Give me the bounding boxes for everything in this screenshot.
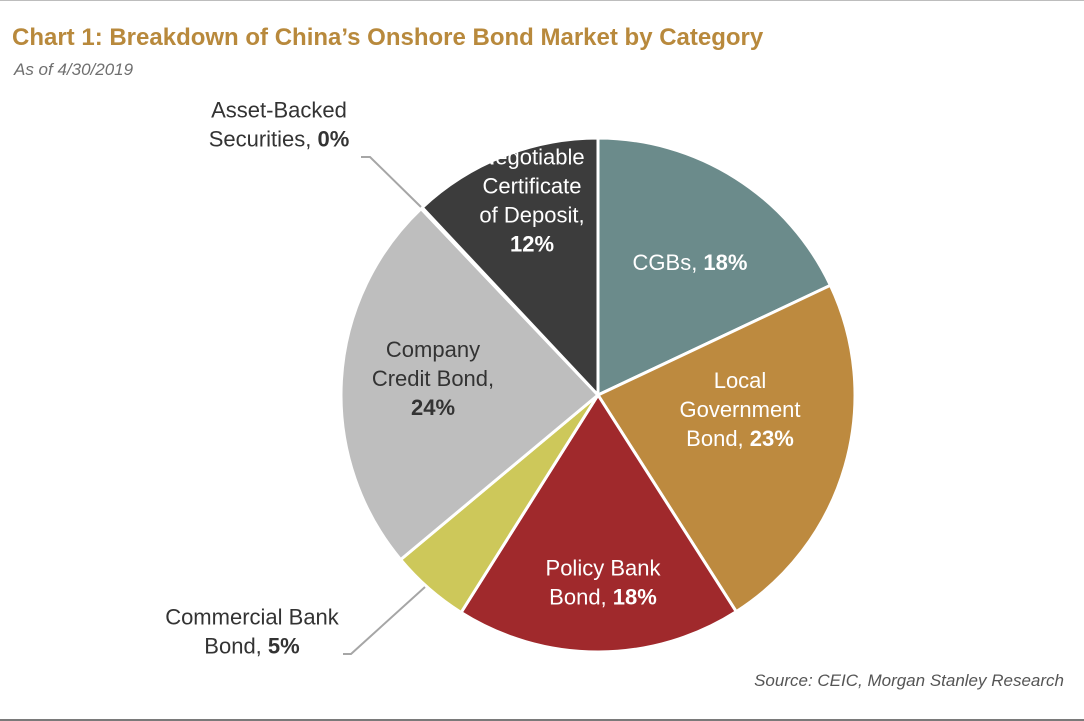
value-label-local-government-bond: 23% <box>750 426 794 451</box>
label-company-credit-bond: Company Credit Bond, 24% <box>372 337 494 420</box>
slice-local-government-bond <box>596 283 857 614</box>
value-label-negotiable-certificate-of-deposit: 12% <box>510 232 554 257</box>
slice-cgbs <box>596 136 832 397</box>
top-rule <box>0 0 1084 1</box>
value-label-asset-backed-securities: 0% <box>318 127 350 152</box>
source-note: Source: CEIC, Morgan Stanley Research <box>754 671 1064 690</box>
label-negotiable-certificate-of-deposit: Negotiable Certificate of Deposit, 12% <box>479 145 584 257</box>
chart-subtitle: As of 4/30/2019 <box>14 60 134 79</box>
value-label-company-credit-bond: 24% <box>411 395 455 420</box>
leader-line-asset-backed-securities <box>361 156 422 208</box>
leader-line-commercial-bank-bond <box>343 586 426 655</box>
pie-labels: CGBs, 18% Local Government Bond, 23% Policy … <box>165 98 800 659</box>
pie-slices <box>339 136 857 654</box>
label-policy-bank-bond: Policy Bank Bond, 18% <box>546 556 662 610</box>
slice-company-credit-bond <box>339 207 600 562</box>
label-asset-backed-securities: Asset-Backed Securities, 0% <box>209 98 350 152</box>
label-local-government-bond: Local Government Bond, 23% <box>679 368 800 451</box>
label-cgbs: CGBs, 18% <box>633 250 748 275</box>
slice-policy-bank-bond <box>459 393 738 654</box>
slice-negotiable-certificate-of-deposit <box>420 136 600 397</box>
value-label-policy-bank-bond: 18% <box>613 585 657 610</box>
value-label-commercial-bank-bond: 5% <box>268 634 300 659</box>
bottom-rule <box>0 719 1084 721</box>
label-commercial-bank-bond: Commercial Bank Bond, 5% <box>165 605 340 659</box>
value-label-cgbs: 18% <box>703 250 747 275</box>
chart-title: Chart 1: Breakdown of China’s Onshore Bo… <box>12 24 764 51</box>
